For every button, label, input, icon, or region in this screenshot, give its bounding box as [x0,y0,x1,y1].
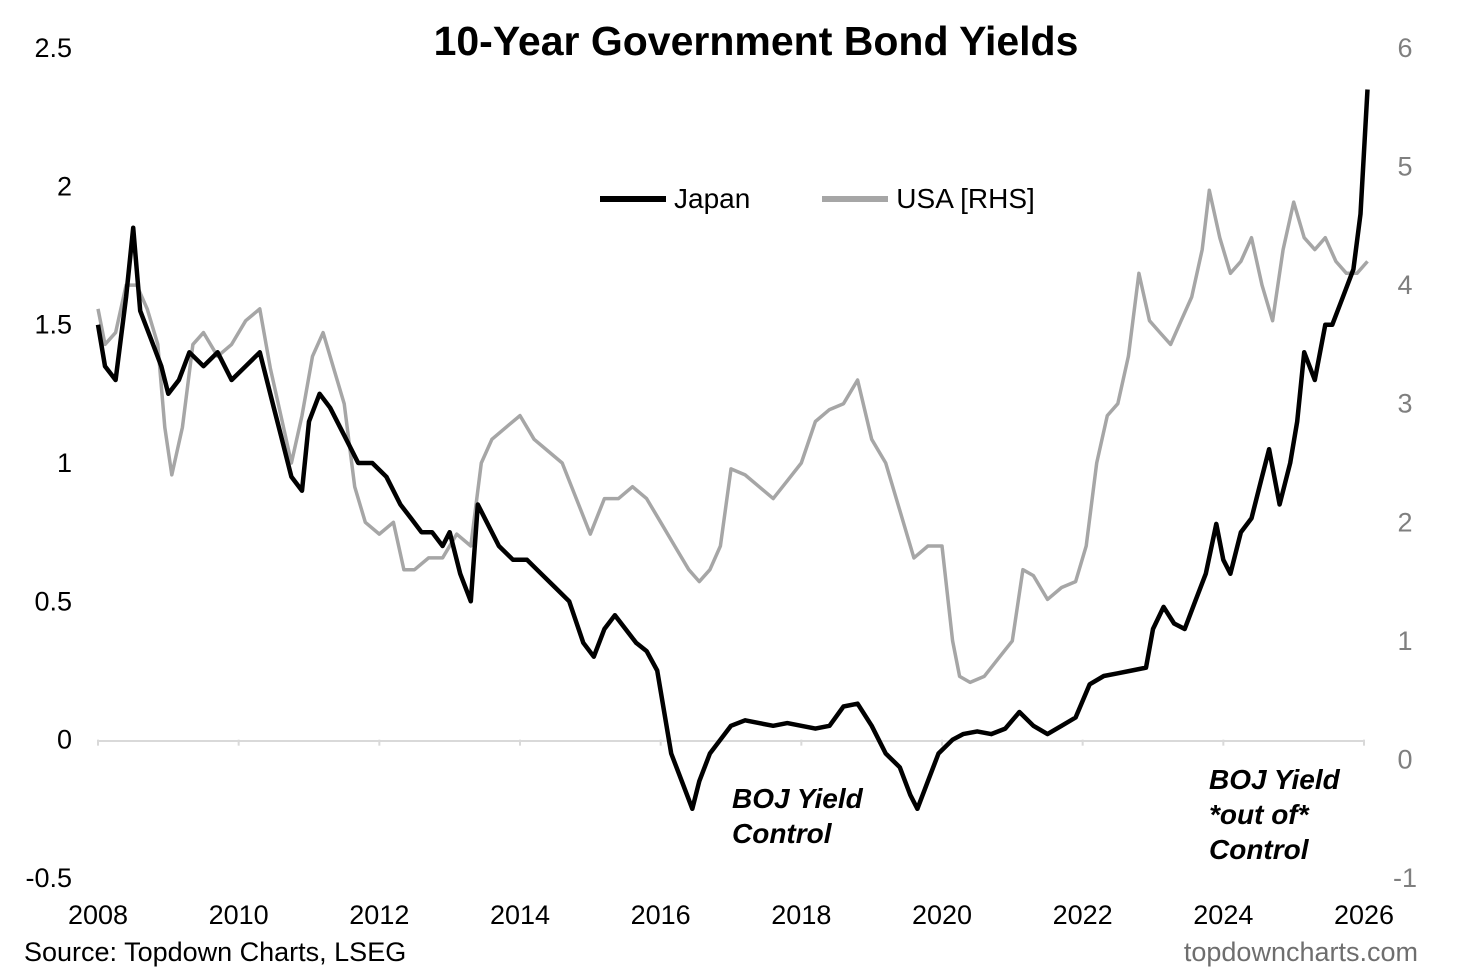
left-tick-label: 1 [57,448,72,478]
right-tick-label: 3 [1397,389,1412,419]
x-tick-label: 2014 [490,900,550,930]
x-tick-label: 2018 [771,900,831,930]
left-tick-label: 0 [57,725,72,755]
right-tick-label: 0 [1397,744,1412,774]
annotation-line: BOJ Yield [1209,764,1340,795]
usa-series-line [96,188,1369,685]
legend-swatch-japan [600,196,666,202]
annotation-boj-yield-control: BOJ Yield Control [732,781,863,851]
left-tick-label: 2.5 [34,33,72,63]
x-tick-label: 2026 [1334,900,1394,930]
annotation-line: Control [732,818,832,849]
left-tick-label: 0.5 [34,586,72,616]
right-tick-label: 1 [1397,626,1412,656]
annotation-line: *out of* [1209,799,1309,830]
legend-item-usa: USA [RHS] [822,183,1035,215]
x-ticks: 2008 2010 2012 2014 2016 2018 2020 2022 2024 2026 [68,739,1394,930]
right-tick-label: 4 [1397,270,1412,300]
x-tick-label: 2008 [68,900,128,930]
x-tick-label: 2010 [209,900,269,930]
legend-label-japan: Japan [674,183,751,214]
right-tick-label: -1 [1393,863,1417,893]
left-axis-ticks: -0.5 0 0.5 1 1.5 2 2.5 [25,33,72,893]
right-tick-label: 6 [1397,33,1412,63]
x-tick-label: 2022 [1053,900,1113,930]
right-tick-label: 5 [1397,152,1412,182]
annotation-line: Control [1209,834,1309,865]
right-axis-ticks: -1 0 1 2 3 4 5 6 [1393,33,1417,893]
annotation-boj-out-of-control: BOJ Yield *out of* Control [1209,762,1340,867]
watermark: topdowncharts.com [1183,937,1418,967]
japan-series-line [95,89,1370,812]
x-tick-label: 2024 [1193,900,1253,930]
left-tick-label: 2 [57,171,72,201]
chart-title: 10-Year Government Bond Yields [433,18,1079,64]
right-tick-label: 2 [1397,507,1412,537]
legend-swatch-usa [822,196,889,202]
legend-label-usa: USA [RHS] [896,183,1035,214]
left-tick-label: -0.5 [25,863,72,893]
x-tick-label: 2012 [349,900,409,930]
x-tick-label: 2016 [631,900,691,930]
left-tick-label: 1.5 [34,310,72,340]
legend: Japan USA [RHS] [600,183,1107,215]
source-note: Source: Topdown Charts, LSEG [24,937,407,967]
x-tick-label: 2020 [912,900,972,930]
legend-item-japan: Japan [600,183,750,215]
annotation-line: BOJ Yield [732,783,863,814]
